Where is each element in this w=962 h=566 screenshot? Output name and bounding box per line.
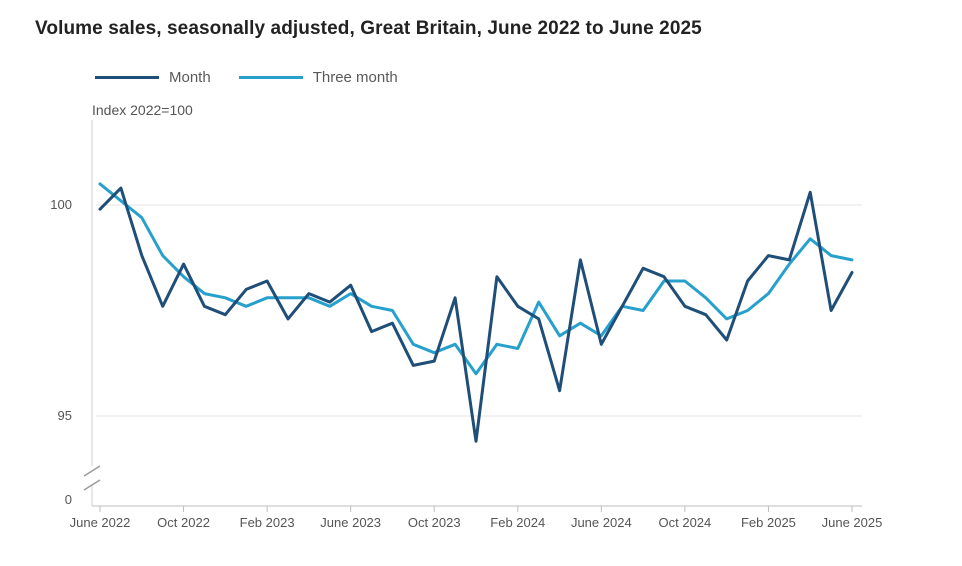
y-tick-label: 95 <box>58 408 72 423</box>
x-tick-label: June 2024 <box>571 515 632 530</box>
x-tick-label: June 2023 <box>320 515 381 530</box>
series-line-three-month <box>98 182 854 376</box>
legend-item-three-month: Three month <box>238 69 398 86</box>
x-tick-label: Oct 2022 <box>157 515 210 530</box>
chart-legend: Month Three month <box>95 69 426 86</box>
axis-break-mark <box>83 465 101 477</box>
x-tick-label: June 2025 <box>822 515 883 530</box>
y-tick-label: 0 <box>65 492 72 507</box>
x-tick-label: Feb 2023 <box>240 515 295 530</box>
y-axis-unit-label: Index 2022=100 <box>92 102 193 118</box>
y-tick-label: 100 <box>50 197 72 212</box>
series-lines <box>98 182 854 443</box>
legend-item-month: Month <box>95 69 211 86</box>
x-axis-ticks: June 2022 Oct 2022 Feb 2023 June 2023 Oct 20… <box>70 506 883 530</box>
legend-swatch-three-month <box>238 76 303 79</box>
axis-break-mark <box>83 479 101 491</box>
legend-label-month: Month <box>169 69 211 86</box>
chart-title: Volume sales, seasonally adjusted, Great… <box>35 18 702 39</box>
legend-swatch-month <box>95 76 159 79</box>
axes <box>83 120 862 507</box>
legend-label-three-month: Three month <box>312 69 398 86</box>
x-tick-label: Feb 2025 <box>741 515 796 530</box>
x-tick-label: Feb 2024 <box>490 515 545 530</box>
series-line-month <box>98 186 854 443</box>
x-tick-label: June 2022 <box>70 515 131 530</box>
x-tick-label: Oct 2023 <box>408 515 461 530</box>
y-axis-ticks: 0 95 100 <box>50 197 72 507</box>
x-tick-label: Oct 2024 <box>659 515 712 530</box>
